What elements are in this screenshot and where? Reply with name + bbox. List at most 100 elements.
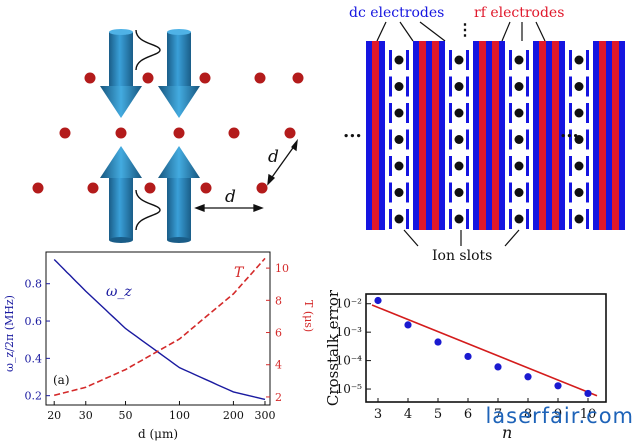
dc-electrode (473, 41, 479, 230)
dc-segment (569, 103, 572, 123)
dc-segment (389, 76, 392, 97)
data-point (434, 338, 442, 346)
y-axis-label: Crosstalk error (324, 289, 342, 406)
x-tick-label: 10 (580, 407, 597, 422)
omega-z-series-line (53, 258, 266, 401)
y-tick-label: 10⁻³ (336, 325, 363, 339)
ion (284, 127, 296, 139)
ion (142, 72, 154, 84)
watermark: laserfair.com (485, 404, 634, 428)
trapped-ion (394, 135, 404, 144)
y-right-tick-label: 2 (275, 391, 282, 404)
ion (32, 182, 44, 194)
electrode-strips (366, 41, 625, 230)
dc-segment (389, 156, 392, 176)
beam-profile-bottom (135, 189, 161, 231)
dc-segment (389, 50, 392, 70)
dc-segment (509, 103, 512, 123)
dc-segment (586, 103, 589, 123)
dc-electrode (439, 41, 445, 230)
trapped-ion (514, 161, 524, 171)
x-tick-label: 50 (119, 409, 133, 422)
dc-segment (406, 76, 409, 97)
dc-segment (526, 156, 529, 176)
y-tick-label: 10⁻² (336, 297, 363, 311)
dc-electrode (426, 41, 432, 230)
dc-segment (569, 182, 572, 203)
dc-segment (466, 129, 469, 150)
data-point (584, 389, 592, 398)
dc-segment (569, 209, 572, 229)
dc-electrode (606, 41, 612, 230)
dc-segment (586, 209, 589, 229)
ion (228, 127, 240, 139)
dc-segment (406, 129, 409, 150)
ion (199, 72, 211, 84)
x-tick-label: 8 (524, 407, 532, 422)
trapped-ion (514, 55, 524, 65)
dc-segment (586, 76, 589, 97)
left-ellipsis: ... (343, 121, 362, 142)
y-right-tick-label: 8 (275, 294, 282, 307)
rf-electrode (539, 41, 546, 230)
y-right-tick-label: 10 (275, 262, 289, 275)
label-leader-lines (376, 21, 546, 42)
trapped-ion (454, 55, 464, 65)
dc-segment (526, 103, 529, 123)
dc-segment (526, 50, 529, 70)
dc-electrode (486, 41, 492, 230)
dc-segment (526, 76, 529, 97)
dc-electrodes-label: dc electrodes (349, 5, 444, 21)
omega-series-label: ω_z (106, 284, 132, 300)
rf-electrode (372, 41, 379, 230)
x-tick-label: 100 (169, 409, 190, 422)
y-left-tick-label: 0.6 (25, 315, 43, 328)
ions (32, 72, 304, 194)
dc-segment (406, 103, 409, 123)
dc-segment (586, 182, 589, 203)
trapped-ion (514, 108, 524, 118)
T-series-label: T (234, 265, 245, 281)
ion (173, 127, 185, 139)
trapped-ion (574, 108, 584, 118)
trapped-ion (574, 188, 584, 197)
dc-electrode (533, 41, 539, 230)
ion (59, 127, 71, 139)
trapped-ion (574, 161, 584, 171)
trapped-ion (574, 55, 584, 65)
up-arrow-right (158, 146, 200, 243)
dc-electrode (366, 41, 372, 230)
x-tick-label: 3 (374, 407, 382, 422)
dc-segment (569, 76, 572, 97)
plot-frame (365, 293, 607, 403)
horizontal-distance-marker (194, 204, 264, 212)
dc-electrode (559, 41, 565, 230)
ion (84, 72, 96, 84)
data-point (374, 296, 382, 305)
trapped-ion (514, 188, 524, 197)
ion (87, 182, 99, 194)
trapped-ion (454, 188, 464, 197)
trapped-ion (454, 214, 464, 224)
rf-electrode (432, 41, 439, 230)
x-axis-label: d (μm) (138, 427, 178, 441)
diagonal-distance-marker (267, 138, 298, 186)
x-axis-label: n (502, 423, 512, 442)
x-tick-label: 6 (464, 407, 472, 422)
x-tick-label: 9 (554, 407, 562, 422)
ion (292, 72, 304, 84)
frequency-chart: 20 30 50 100 200 300 0.2 0.4 0.6 0.8 2 4 6 8 10 ω_z T … (3, 251, 315, 441)
dc-segment (586, 129, 589, 150)
data-point (554, 382, 562, 390)
rf-electrode (492, 41, 499, 230)
ion (254, 72, 266, 84)
dc-segment (466, 76, 469, 97)
dc-segment (449, 76, 452, 97)
dc-segment (509, 129, 512, 150)
trapped-ion (394, 214, 404, 224)
right-ellipsis: ... (560, 121, 579, 142)
dc-segment (569, 156, 572, 176)
horizontal-distance-label: d (225, 187, 236, 207)
x-tick-label: 4 (404, 407, 412, 422)
dc-segment (526, 129, 529, 150)
